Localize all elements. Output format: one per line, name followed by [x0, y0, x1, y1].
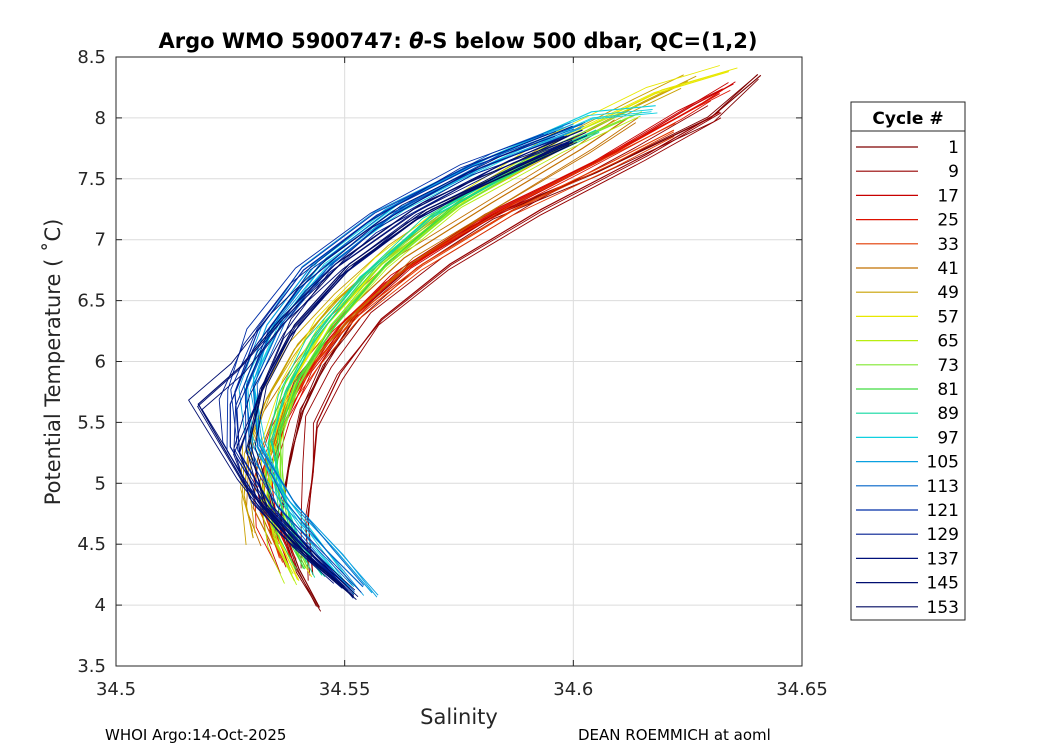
legend-label-49: 49 [937, 283, 959, 303]
y-tick-label: 5.5 [77, 412, 106, 433]
legend-label-33: 33 [937, 235, 959, 255]
legend-entries: 1 9 17 25 33 41 49 57 65 73 81 89 97 105 113 121 129 137 1… [856, 138, 959, 618]
y-tick-label: 4.5 [77, 534, 106, 555]
x-tick-label: 34.65 [776, 679, 828, 700]
legend-label-17: 17 [937, 186, 959, 206]
cycle-105-profile-line [250, 127, 582, 598]
cycle-81-profile-line [274, 154, 547, 570]
legend-label-137: 137 [927, 549, 959, 569]
y-tick-label: 7 [95, 230, 106, 251]
legend-label-1: 1 [948, 138, 959, 158]
legend-label-65: 65 [937, 332, 959, 352]
y-tick-label: 8 [95, 108, 106, 129]
y-tick-label: 7.5 [77, 169, 106, 190]
legend-label-113: 113 [927, 477, 959, 497]
cycle-129-profile-line [229, 135, 565, 594]
legend-title: Cycle # [872, 109, 943, 129]
y-tick-label: 4 [95, 595, 106, 616]
cycle-9-profile-line [305, 117, 722, 581]
legend-label-121: 121 [927, 501, 959, 521]
legend-label-25: 25 [937, 211, 959, 231]
cycle-121-profile-line [230, 133, 549, 591]
chart-title-theta: θ [409, 29, 423, 53]
legend-label-129: 129 [927, 525, 959, 545]
y-tick-label: 8.5 [77, 47, 106, 68]
y-tick-label: 6 [95, 352, 106, 373]
legend-label-41: 41 [937, 259, 959, 279]
x-axis-ticks: 34.5 34.55 34.6 34.65 [96, 57, 828, 700]
chart-title-prefix: Argo WMO 5900747: [158, 29, 409, 53]
legend-label-89: 89 [937, 404, 959, 424]
cycle-145-profile-line [197, 129, 583, 582]
x-tick-label: 34.6 [553, 679, 593, 700]
chart-title-suffix: -S below 500 dbar, QC=(1,2) [424, 29, 758, 53]
legend: Cycle # 1 9 17 25 33 41 49 57 65 73 81 89 97 105 113 12… [850, 101, 966, 621]
cycle-145-profile-line [201, 134, 588, 587]
y-axis-ticks: 3.5 4 4.5 5 5.5 6 6.5 7 7.5 8 8.5 [77, 47, 802, 677]
chart-title: Argo WMO 5900747: θ-S below 500 dbar, QC… [158, 29, 757, 53]
cycle-145-profile-line [197, 131, 587, 584]
cycle-153-profile-line [247, 141, 574, 598]
cycle-145-profile-line [188, 125, 573, 578]
legend-label-145: 145 [927, 574, 959, 594]
cycle-153-profile-line [249, 135, 570, 591]
cycle-105-profile-line [243, 123, 574, 594]
y-axis-label: Potential Temperature ( ˚C) [41, 219, 65, 506]
y-tick-label: 6.5 [77, 291, 106, 312]
cycle-9-profile-line [304, 112, 722, 576]
y-tick-label: 3.5 [77, 656, 106, 677]
y-tick-label: 5 [95, 473, 106, 494]
series-layer [188, 65, 762, 612]
cycle-89-profile-line [272, 131, 600, 578]
legend-label-153: 153 [927, 598, 959, 618]
x-tick-label: 34.55 [319, 679, 371, 700]
x-tick-label: 34.5 [96, 679, 136, 700]
legend-label-73: 73 [937, 356, 959, 376]
footer-credit-left: WHOI Argo:14-Oct-2025 [105, 726, 287, 744]
legend-label-9: 9 [948, 162, 959, 182]
legend-label-105: 105 [927, 453, 959, 473]
cycle-153-profile-line [254, 141, 577, 598]
x-axis-label: Salinity [420, 705, 498, 729]
legend-label-81: 81 [937, 380, 959, 400]
legend-label-57: 57 [937, 307, 959, 327]
footer-credit-right: DEAN ROEMMICH at aoml [578, 726, 771, 744]
legend-label-97: 97 [937, 428, 959, 448]
